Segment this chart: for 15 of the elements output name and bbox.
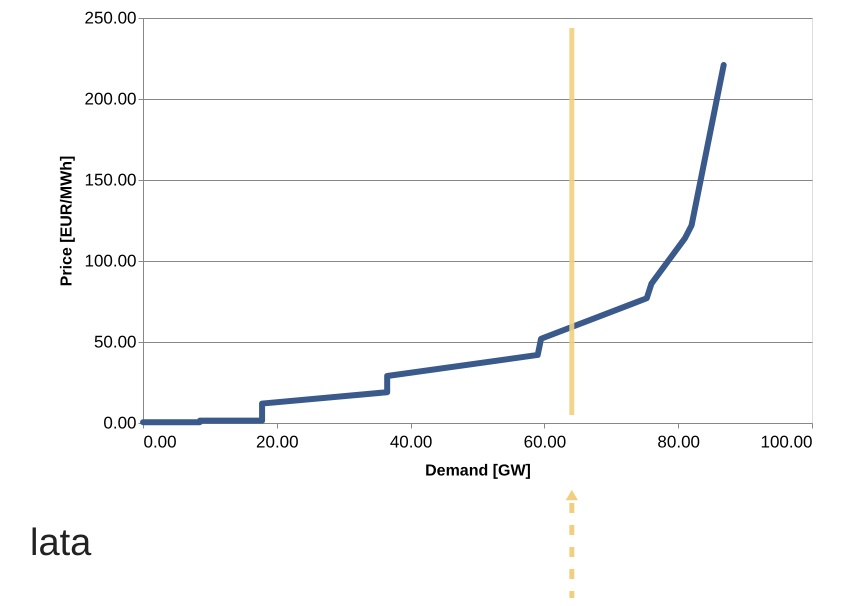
x-tick-label: 40.00 [390, 432, 432, 452]
x-tick-label: 100.00 [760, 432, 812, 452]
y-tick-label: 0.00 [103, 414, 136, 432]
y-tick-label: 50.00 [94, 332, 136, 352]
y-tick-label: 100.00 [84, 252, 136, 270]
x-tick-label: 20.00 [256, 432, 299, 452]
x-tick-label: 60.00 [524, 432, 566, 452]
text: lata [30, 522, 92, 564]
y-tick-label: 150.00 [84, 170, 136, 190]
x-tick-label: 80.00 [657, 432, 700, 452]
y-tick-label: 200.00 [84, 90, 136, 108]
x-tick-label: 0.00 [144, 432, 177, 452]
x-axis-title: Demand [GW] [425, 462, 531, 480]
y-axis-title: Price [EUR/MWh] [58, 156, 76, 286]
y-tick-label: 250.00 [84, 8, 136, 28]
